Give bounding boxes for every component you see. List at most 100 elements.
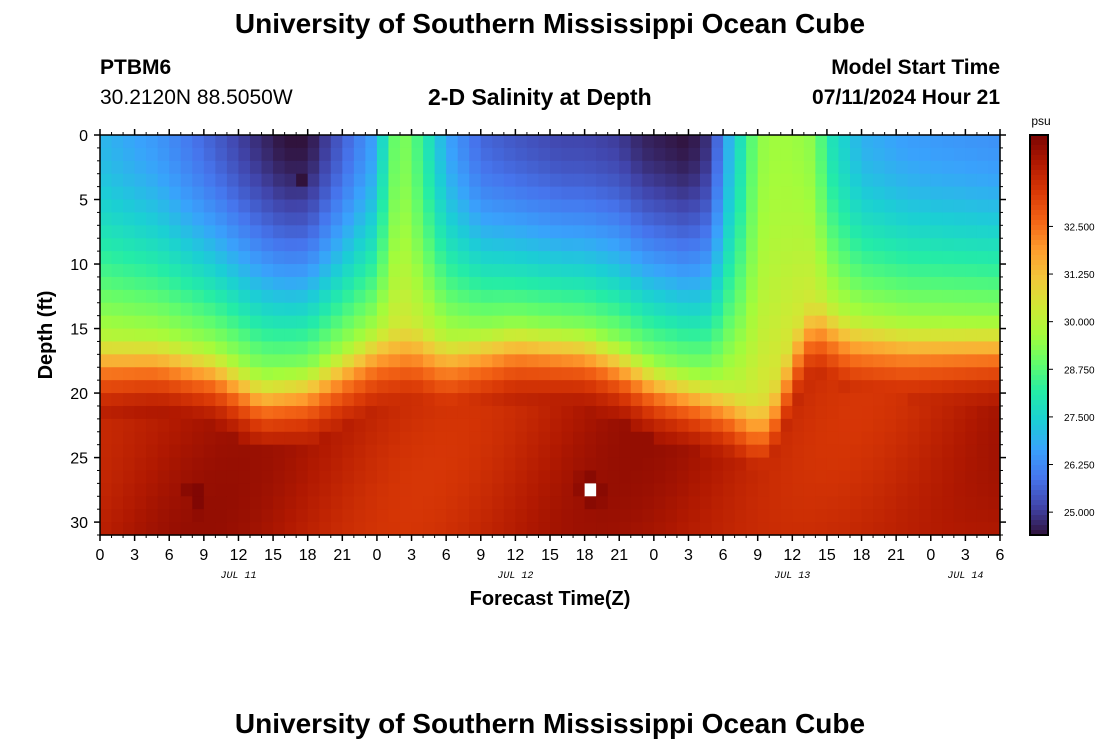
heatmap-cell (215, 431, 228, 446)
colorbar-swatch (1030, 230, 1048, 236)
heatmap-cell (919, 225, 932, 239)
heatmap-cell (607, 380, 620, 394)
heatmap-cell (192, 238, 205, 252)
colorbar-swatch (1030, 450, 1048, 456)
heatmap-cell (180, 302, 193, 317)
colorbar-frame (1029, 134, 1049, 536)
heatmap-cell (469, 509, 482, 523)
heatmap-cell (215, 367, 228, 381)
heatmap-cell (261, 367, 274, 381)
heatmap-cell (111, 135, 124, 149)
heatmap-cell (376, 522, 390, 536)
heatmap-cell (665, 160, 678, 175)
heatmap-cell (965, 173, 978, 188)
heatmap-cell (573, 509, 586, 523)
heatmap-cell (307, 380, 320, 394)
heatmap-cell (653, 302, 666, 317)
heatmap-cell (826, 199, 840, 214)
heatmap-cell (134, 354, 147, 368)
heatmap-cell (919, 147, 932, 162)
heatmap-cell (550, 341, 563, 355)
heatmap-cell (226, 418, 240, 433)
heatmap-cell (723, 354, 736, 368)
heatmap-cell (861, 238, 874, 252)
heatmap-cell (942, 418, 955, 433)
colorbar-tick-label: 25.000 (1064, 508, 1095, 519)
heatmap-cell (319, 315, 332, 330)
heatmap-cell (238, 354, 251, 368)
heatmap-cell (942, 302, 955, 317)
heatmap-cell (723, 160, 736, 175)
heatmap-cell (861, 173, 874, 188)
x-tick-label: 3 (130, 547, 139, 564)
heatmap-cell (930, 186, 943, 201)
heatmap-cell (319, 302, 332, 317)
heatmap-cell (111, 509, 124, 523)
heatmap-cell (434, 276, 447, 291)
heatmap-cell (630, 431, 643, 446)
heatmap-cell (653, 199, 666, 214)
heatmap-cell (584, 418, 597, 433)
heatmap-cell (503, 276, 516, 291)
heatmap-cell (861, 160, 874, 175)
heatmap-cell (850, 522, 863, 536)
heatmap-cell (769, 302, 782, 317)
footer-title: University of Southern Mississippi Ocean… (234, 708, 866, 739)
heatmap-cell (607, 341, 620, 355)
heatmap-cell (319, 264, 332, 278)
heatmap-cell (861, 380, 874, 394)
heatmap-cell (826, 393, 840, 407)
colorbar-swatch (1030, 465, 1048, 471)
heatmap-cell (203, 367, 216, 381)
heatmap-cell (873, 431, 886, 446)
heatmap-cell (469, 173, 482, 188)
heatmap-cell (584, 367, 597, 381)
colorbar-tick-label: 32.500 (1064, 222, 1095, 233)
heatmap-cell (400, 251, 413, 265)
heatmap-cell (896, 212, 909, 226)
heatmap-cell (296, 289, 309, 304)
heatmap-cell (169, 509, 182, 523)
heatmap-cell (607, 251, 620, 265)
heatmap-cell (100, 315, 113, 330)
heatmap-cell (526, 225, 540, 239)
heatmap-cell (330, 264, 343, 278)
heatmap-cell (653, 264, 666, 278)
heatmap-cell (261, 212, 274, 226)
heatmap-cell (307, 431, 320, 446)
heatmap-cell (100, 380, 113, 394)
heatmap-cell (769, 135, 782, 149)
heatmap-cell (723, 418, 736, 433)
heatmap-cell (976, 147, 990, 162)
heatmap-cell (988, 173, 1001, 188)
heatmap-cell (238, 186, 251, 201)
heatmap-cell (653, 522, 666, 536)
heatmap-cell (596, 238, 609, 252)
colorbar-swatch (1030, 475, 1048, 481)
heatmap-cell (296, 276, 309, 291)
heatmap-cell (319, 186, 332, 201)
heatmap-cell (884, 276, 897, 291)
heatmap-cell (676, 405, 690, 420)
heatmap-cell (388, 431, 401, 446)
heatmap-cell (688, 496, 701, 510)
heatmap-cell (273, 251, 286, 265)
heatmap-cell (261, 393, 274, 407)
heatmap-cell (469, 341, 482, 355)
heatmap-cell (907, 276, 920, 291)
colorbar-swatch (1030, 220, 1048, 226)
heatmap-cell (907, 431, 920, 446)
heatmap-cell (700, 212, 713, 226)
heatmap-cell (365, 393, 378, 407)
heatmap-cell (861, 522, 874, 536)
heatmap-cell (376, 276, 390, 291)
heatmap-cell (619, 393, 632, 407)
heatmap-cell (273, 393, 286, 407)
heatmap-cell (400, 238, 413, 252)
heatmap-cell (850, 276, 863, 291)
heatmap-cell (261, 173, 274, 188)
heatmap-cell (930, 212, 943, 226)
heatmap-cell (515, 354, 528, 368)
heatmap-cell (873, 289, 886, 304)
heatmap-cell (561, 264, 574, 278)
